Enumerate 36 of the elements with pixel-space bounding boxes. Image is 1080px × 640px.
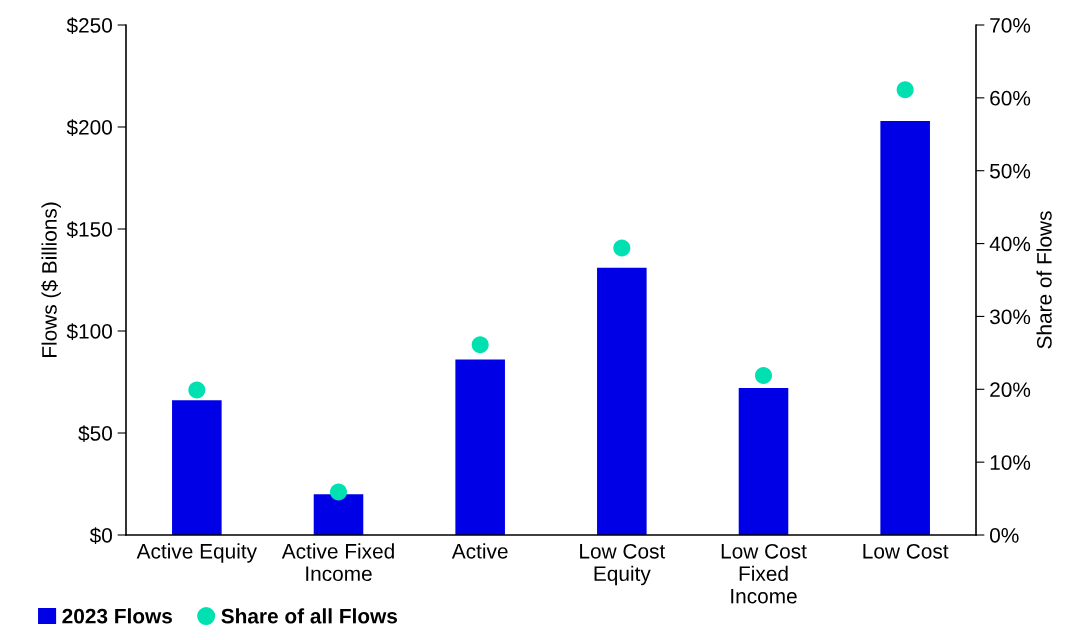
y-tick-label: $250 <box>66 17 112 34</box>
y2-tick-label: 20% <box>990 382 1031 398</box>
y2-tick-label: 50% <box>990 163 1031 179</box>
x-tick-label: Active <box>451 543 508 559</box>
point <box>329 483 348 501</box>
y-tick-label: $150 <box>66 221 112 238</box>
y2-axis-title: Share of Flows <box>1036 211 1052 349</box>
bar <box>880 120 930 535</box>
legend-label: 2023 Flows <box>62 608 172 624</box>
y2-tick-label: 30% <box>989 309 1031 325</box>
y2-tick-label: 70% <box>990 18 1031 33</box>
x-tick-label: Low Cost <box>863 543 949 559</box>
bar <box>738 388 789 535</box>
bar <box>597 267 647 535</box>
x-tick-label: Active Fixed Income <box>281 543 394 582</box>
y2-tick-label: 40% <box>989 236 1031 252</box>
y-axis-title: Flows ($ Billions) <box>41 202 61 358</box>
bar <box>455 359 505 535</box>
point <box>471 336 489 354</box>
bar <box>313 494 364 535</box>
y2-tick-label: 0% <box>990 528 1019 543</box>
x-tick-label: Low Cost Fixed Income <box>721 543 807 604</box>
point <box>754 366 773 384</box>
point <box>188 381 206 399</box>
x-tick-label: Low Cost Equity <box>580 543 666 586</box>
legend-label: Share of all Flows <box>221 608 398 624</box>
y-tick-label: $200 <box>66 119 112 136</box>
y-tick-label: $100 <box>66 323 112 340</box>
bar <box>172 400 222 535</box>
x-tick-label: Active Equity <box>136 543 258 563</box>
y2-tick-label: 60% <box>990 90 1031 106</box>
y-tick-label: $0 <box>89 527 112 544</box>
y2-tick-label: 10% <box>990 455 1031 470</box>
point <box>896 81 914 99</box>
point <box>613 239 631 257</box>
y-tick-label: $50 <box>78 425 112 442</box>
